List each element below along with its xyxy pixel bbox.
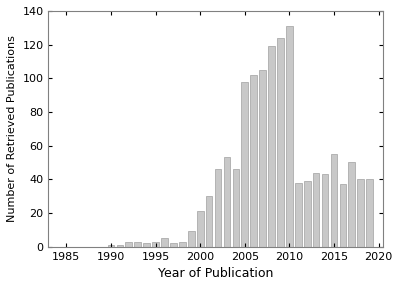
Bar	[242, 82, 248, 247]
Bar	[224, 157, 230, 247]
Bar	[197, 211, 204, 247]
Bar	[206, 196, 212, 247]
Bar	[322, 174, 328, 247]
Bar	[277, 38, 284, 247]
Bar	[304, 181, 310, 247]
Bar	[143, 243, 150, 247]
Bar	[331, 154, 337, 247]
Bar	[340, 184, 346, 247]
Bar	[268, 46, 275, 247]
Bar	[358, 179, 364, 247]
X-axis label: Year of Publication: Year of Publication	[158, 267, 274, 280]
Bar	[250, 75, 257, 247]
Bar	[116, 245, 123, 247]
Bar	[161, 238, 168, 247]
Bar	[366, 179, 373, 247]
Bar	[295, 183, 302, 247]
Bar	[134, 242, 141, 247]
Bar	[215, 169, 221, 247]
Bar	[170, 243, 177, 247]
Bar	[152, 242, 159, 247]
Bar	[126, 242, 132, 247]
Bar	[188, 232, 194, 247]
Bar	[232, 169, 239, 247]
Bar	[348, 162, 355, 247]
Bar	[286, 26, 293, 247]
Bar	[108, 245, 114, 247]
Bar	[259, 70, 266, 247]
Bar	[179, 242, 186, 247]
Y-axis label: Number of Retrieved Publications: Number of Retrieved Publications	[7, 35, 17, 222]
Bar	[313, 172, 320, 247]
